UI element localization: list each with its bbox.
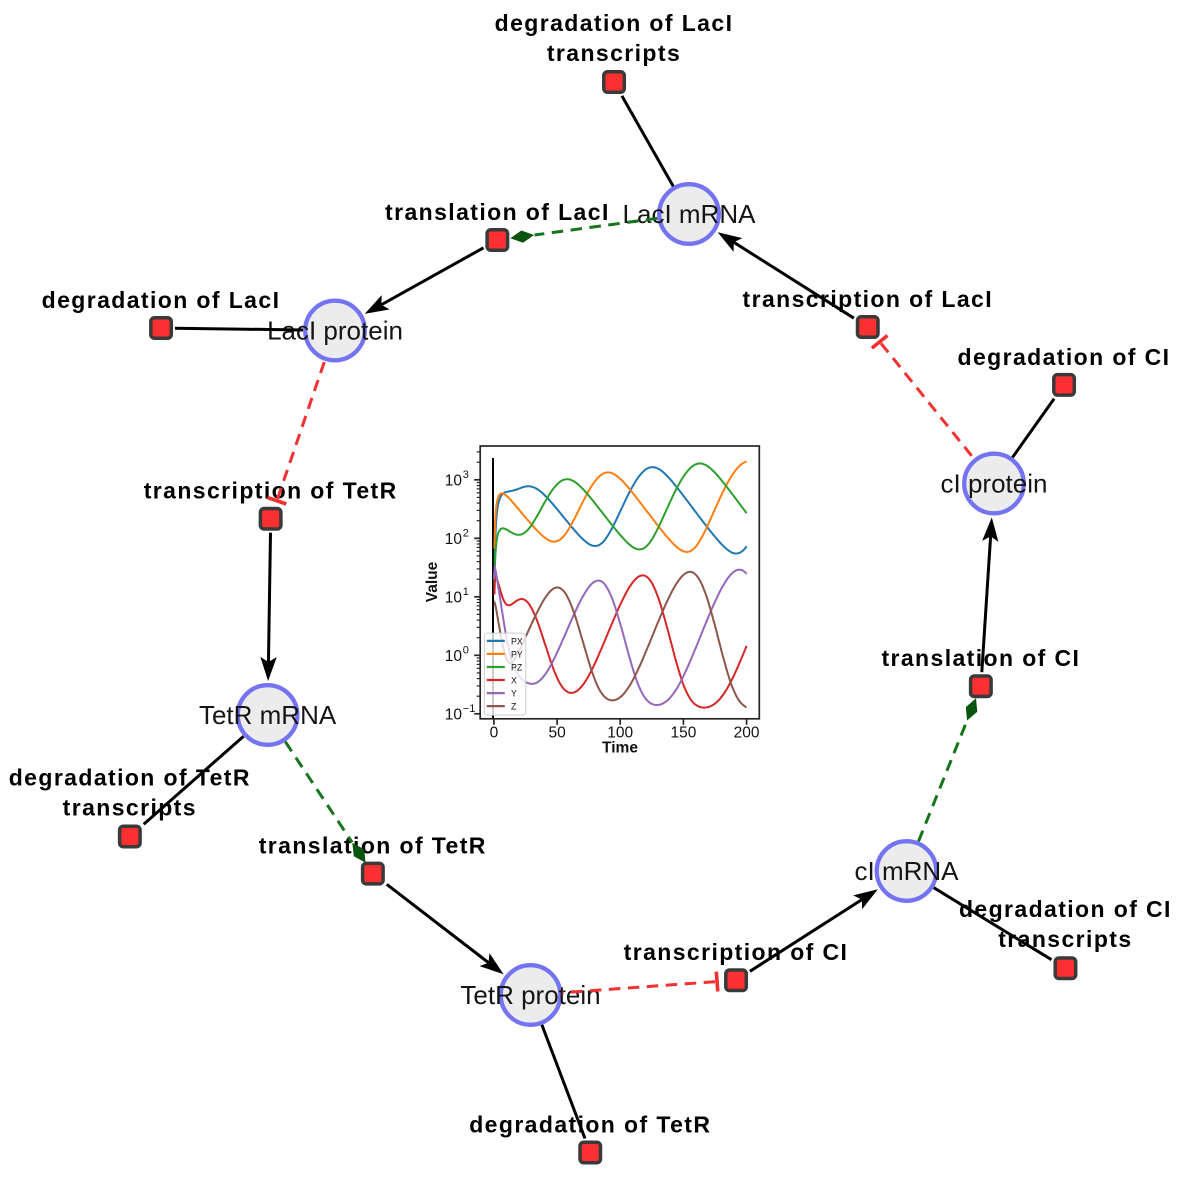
svg-text:10: 10 — [445, 589, 463, 606]
svg-text:translation of TetR: translation of TetR — [259, 833, 487, 859]
svg-text:−1: −1 — [463, 703, 476, 715]
svg-text:0: 0 — [463, 644, 469, 656]
svg-text:Y: Y — [511, 689, 517, 699]
svg-text:degradation of TetR: degradation of TetR — [9, 765, 251, 791]
svg-text:degradation of TetR: degradation of TetR — [469, 1112, 711, 1138]
svg-text:transcription of LacI: transcription of LacI — [743, 286, 993, 312]
svg-text:cI protein: cI protein — [941, 469, 1048, 499]
svg-text:2: 2 — [463, 527, 469, 539]
svg-text:10: 10 — [445, 706, 463, 723]
svg-text:PZ: PZ — [511, 662, 523, 672]
svg-text:3: 3 — [463, 469, 469, 481]
svg-text:Time: Time — [602, 740, 638, 757]
svg-text:0: 0 — [490, 725, 499, 742]
svg-text:10: 10 — [445, 648, 463, 665]
svg-text:X: X — [511, 675, 517, 685]
svg-text:translation of CI: translation of CI — [881, 645, 1080, 671]
svg-text:1: 1 — [463, 586, 469, 598]
svg-text:Z: Z — [511, 702, 517, 712]
svg-text:PY: PY — [511, 649, 523, 659]
svg-text:TetR protein: TetR protein — [460, 980, 600, 1010]
svg-text:degradation of LacI: degradation of LacI — [495, 10, 734, 36]
svg-text:translation of LacI: translation of LacI — [385, 199, 610, 225]
svg-text:transcripts: transcripts — [63, 795, 197, 821]
svg-text:150: 150 — [670, 725, 696, 742]
svg-text:transcription of CI: transcription of CI — [624, 939, 849, 965]
svg-text:cI mRNA: cI mRNA — [855, 856, 960, 886]
svg-text:degradation of LacI: degradation of LacI — [42, 287, 281, 313]
svg-text:transcripts: transcripts — [547, 40, 681, 66]
svg-text:TetR mRNA: TetR mRNA — [199, 700, 337, 730]
svg-text:degradation of CI: degradation of CI — [959, 896, 1172, 922]
svg-text:200: 200 — [734, 725, 760, 742]
svg-text:100: 100 — [607, 725, 633, 742]
svg-text:50: 50 — [548, 725, 566, 742]
svg-text:Value: Value — [424, 561, 441, 602]
svg-text:degradation of CI: degradation of CI — [958, 344, 1171, 370]
svg-text:10: 10 — [445, 472, 463, 489]
svg-text:10: 10 — [445, 531, 463, 548]
svg-text:LacI mRNA: LacI mRNA — [623, 199, 757, 229]
svg-text:PX: PX — [511, 636, 523, 646]
